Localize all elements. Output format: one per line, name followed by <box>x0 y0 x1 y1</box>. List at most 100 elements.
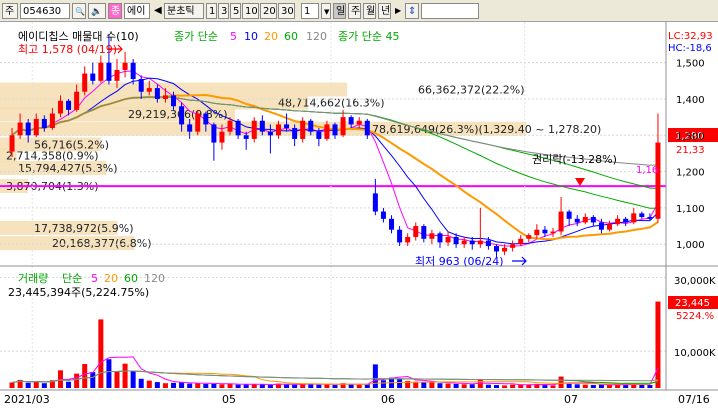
nav-left-button[interactable]: ◀ <box>154 4 162 16</box>
nav-right-button[interactable]: ▶ <box>395 5 402 15</box>
volume-bar <box>25 382 31 388</box>
volume-bar <box>74 373 80 388</box>
volume-bar <box>259 384 265 388</box>
volume-bar <box>421 382 427 388</box>
candle-body <box>284 124 290 129</box>
low-arrow-icon <box>512 256 527 266</box>
volume-bar <box>227 383 233 388</box>
period-button-5[interactable]: 5 <box>230 2 241 19</box>
candle-body <box>598 222 604 230</box>
updown-icon[interactable]: ⇕ <box>405 2 419 19</box>
volume-bar <box>41 383 47 388</box>
volume-profile-bar <box>0 160 107 175</box>
price-ma-20: 20 <box>264 30 278 43</box>
candle-body <box>631 213 637 223</box>
period-button-30[interactable]: 30 <box>278 2 295 19</box>
volume-tick-30000: 30,000K <box>674 276 716 287</box>
volume-bar <box>534 383 540 388</box>
tab-day[interactable]: 일 <box>333 2 346 19</box>
candle-body <box>356 120 362 125</box>
candle-body <box>187 124 193 132</box>
volume-bar <box>98 319 104 388</box>
price-ma-label: 종가 단순 <box>174 30 218 43</box>
tick-period-button[interactable]: 분초틱 <box>164 2 204 19</box>
volume-bar <box>171 382 177 388</box>
candle-body <box>122 62 128 70</box>
mode-badge[interactable]: 종 <box>108 2 122 19</box>
hc-readout: HC:-18,6 <box>668 43 712 54</box>
volume-bar <box>49 380 55 388</box>
volume-bar <box>138 378 144 388</box>
volume-last-value: 23,445 <box>675 298 710 309</box>
candle-body <box>74 91 80 110</box>
candle-body <box>647 216 653 219</box>
period-button-10[interactable]: 10 <box>242 2 259 19</box>
candle-body <box>267 131 273 136</box>
lc-readout: LC:32,93 <box>668 31 713 42</box>
candle-body <box>154 88 160 99</box>
volume-bar <box>9 382 15 388</box>
candle-body <box>251 120 257 139</box>
candle-body <box>348 117 354 125</box>
volume-bar <box>582 384 588 388</box>
candle-body <box>219 131 225 143</box>
volume-bar <box>251 383 257 388</box>
volume-profile-label: 66,362,372(22.2%) <box>418 84 525 97</box>
price-ma-line-120 <box>11 96 659 166</box>
volume-bar <box>372 364 378 388</box>
volume-bar <box>518 384 524 388</box>
volume-bar <box>106 359 112 388</box>
stock-code-input[interactable]: 054630 <box>20 2 70 19</box>
period-button-20[interactable]: 20 <box>260 2 277 19</box>
candle-body <box>195 113 201 132</box>
tab-week[interactable]: 주 <box>348 2 361 19</box>
chevron-down-icon[interactable]: ▼ <box>321 2 331 19</box>
volume-bar <box>300 383 306 388</box>
high-arrow-icon <box>108 44 123 54</box>
candle-body <box>308 120 314 132</box>
volume-bar <box>542 385 548 388</box>
volume-bar <box>33 380 39 388</box>
candle-body <box>615 218 621 225</box>
candle-body <box>510 244 516 248</box>
volume-bar <box>429 382 435 388</box>
candle-body <box>57 100 63 114</box>
volume-bar <box>510 384 516 388</box>
volume-bar <box>203 383 209 388</box>
speaker-icon[interactable]: 🔈 <box>88 2 106 19</box>
candle-body <box>41 118 47 129</box>
candle-body <box>90 73 96 81</box>
volume-bar <box>348 384 354 388</box>
volume-bar <box>324 384 330 388</box>
volume-bar <box>122 363 128 388</box>
volume-bar <box>187 383 193 388</box>
candle-body <box>437 233 443 243</box>
candle-body <box>582 216 588 223</box>
candle-body <box>243 135 249 139</box>
blank-input[interactable] <box>421 2 479 19</box>
count-input[interactable]: 1 <box>301 2 319 19</box>
market-select[interactable]: 주 <box>2 2 18 19</box>
candle-body <box>171 95 177 107</box>
search-icon[interactable]: 🔍 <box>72 2 86 19</box>
period-button-3[interactable]: 3 <box>218 2 229 19</box>
tab-month[interactable]: 월 <box>363 2 376 19</box>
volume-bar <box>574 384 580 388</box>
volume-bar <box>17 379 23 388</box>
candle-body <box>235 120 241 136</box>
candle-body <box>485 240 491 247</box>
toolbar: 주 054630 🔍 🔈 종 에이 ◀ 분초틱 1 3 5 10 20 30 1 ▼ 일 … <box>0 0 718 22</box>
volume-info: 23,445,394주(5,224.75%) <box>8 286 149 299</box>
tab-year[interactable]: 년 <box>378 2 391 19</box>
candle-body <box>227 120 233 132</box>
price-ma-60: 60 <box>284 30 298 43</box>
volume-bar <box>146 380 152 388</box>
volume-bar <box>469 384 475 388</box>
volume-bar <box>195 383 201 388</box>
volume-bar <box>437 383 443 388</box>
candle-body <box>372 193 378 212</box>
candle-body <box>429 233 435 239</box>
period-button-1[interactable]: 1 <box>206 2 217 19</box>
candle-body <box>292 128 298 139</box>
volume-ma-120: 120 <box>144 272 165 285</box>
